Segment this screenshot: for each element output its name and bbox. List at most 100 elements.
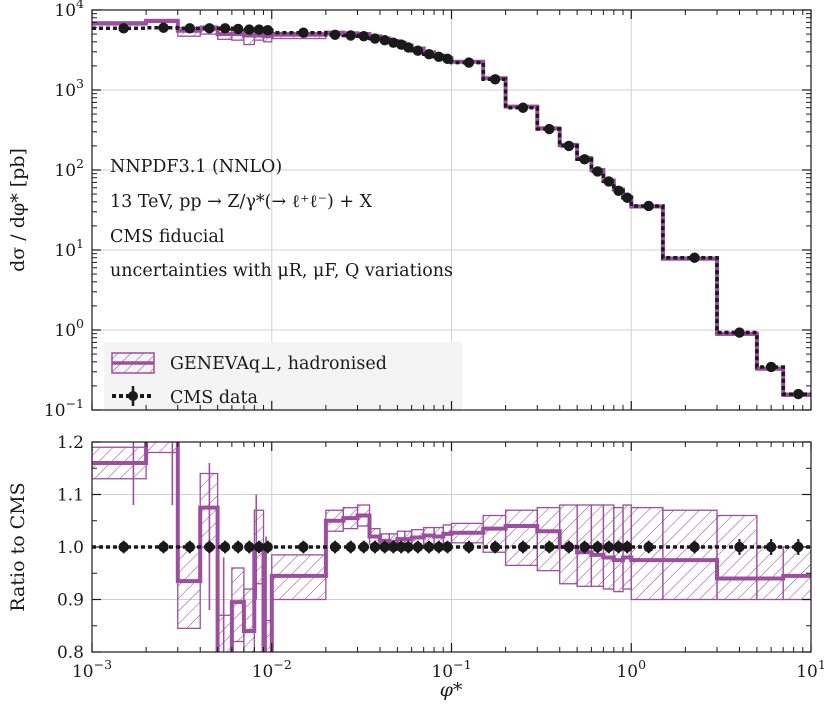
cms-data-point <box>329 29 341 40</box>
cms-data-point <box>244 24 255 35</box>
cms-data-point <box>517 102 529 113</box>
ratio-cms-data-point <box>329 541 341 553</box>
ratio-cms-data-point <box>184 541 195 553</box>
ratio-band-bin <box>630 506 664 601</box>
annotation-process: 13 TeV, pp → Z/γ*(→ ℓ⁺ℓ⁻) + X <box>110 192 373 212</box>
cms-data-point <box>412 45 424 56</box>
ratio-cms-data-point <box>369 541 381 553</box>
ratio-band-bin <box>536 506 561 572</box>
annotation-fiducial: CMS fiducial <box>110 227 225 247</box>
ratio-cms-data-point <box>423 541 435 553</box>
ratio-cms-data-point <box>603 541 614 553</box>
cms-data-point <box>463 57 475 68</box>
ratio-y-tick-label: 1.2 <box>57 433 84 453</box>
cms-data-series <box>92 22 811 400</box>
cms-data-point <box>433 51 445 63</box>
ratio-geneva-central-step <box>92 442 811 652</box>
ratio-cms-data-point <box>544 541 555 553</box>
ratio-cms-data-series <box>92 539 811 555</box>
cms-data-point <box>544 123 555 135</box>
ratio-ylabel: Ratio to CMS <box>7 482 29 611</box>
cms-data-point <box>232 23 244 35</box>
cms-data-point <box>369 33 381 44</box>
ratio-panel: 10−3 10−2 10−1 100 101 0.8 0.9 1.0 1.1 1.2 Ratio … <box>7 433 826 701</box>
ratio-cms-data-point <box>298 541 309 553</box>
ratio-cms-data-point <box>345 541 356 553</box>
ratio-cms-data-point <box>734 541 745 553</box>
cms-data-point <box>689 252 700 263</box>
y-tick-label: 10−1 <box>44 396 84 421</box>
ratio-cms-data-point <box>579 541 590 553</box>
ratio-cms-data-point <box>793 541 804 553</box>
main-gridlines <box>92 10 811 410</box>
cms-data-point <box>613 185 624 196</box>
main-ylabel: dσ / dφ* [pb] <box>7 148 29 272</box>
cms-data-point <box>345 30 356 41</box>
ratio-cms-data-point <box>262 541 273 553</box>
legend-cms-marker <box>128 391 138 401</box>
cms-data-point <box>219 23 231 34</box>
y-tick-label: 100 <box>54 316 84 341</box>
cms-data-point <box>734 327 745 338</box>
ratio-cms-data-point <box>643 541 654 553</box>
cms-data-point <box>388 37 399 48</box>
legend-cms-label: CMS data <box>170 388 258 408</box>
ratio-cms-data-point <box>613 541 624 553</box>
cms-data-point <box>204 23 215 34</box>
cms-data-point <box>442 53 453 65</box>
ratio-cms-data-point <box>204 541 215 553</box>
cms-data-point <box>592 166 603 177</box>
cms-data-point <box>158 22 169 33</box>
ratio-cms-data-point <box>253 541 265 553</box>
cms-data-point <box>184 23 195 34</box>
cms-data-point <box>622 192 633 203</box>
cms-data-point <box>603 176 614 187</box>
ratio-cms-data-point <box>592 541 603 553</box>
ratio-cms-data-point <box>517 541 529 553</box>
ratio-cms-data-point <box>442 541 453 553</box>
cms-data-point <box>423 49 435 60</box>
ratio-band-bin <box>756 546 784 601</box>
cms-data-point <box>643 200 654 212</box>
ratio-cms-data-point <box>219 541 231 553</box>
ratio-band-bin <box>262 619 273 652</box>
cms-data-point <box>118 23 129 34</box>
ratio-cms-data-point <box>358 541 369 553</box>
y-tick-label: 104 <box>54 0 84 21</box>
ratio-y-tick-label: 1.0 <box>57 538 84 558</box>
x-tick-label: 10−3 <box>72 657 112 682</box>
main-ticks: 10−1 100 101 102 103 104 <box>44 0 812 421</box>
cms-data-point <box>403 42 414 53</box>
ratio-cms-data-point <box>158 541 169 553</box>
cms-data-point <box>579 154 590 165</box>
ratio-cms-data-point <box>689 541 700 553</box>
cms-data-point <box>253 24 265 35</box>
cms-data-point <box>262 24 273 36</box>
y-tick-label: 102 <box>54 156 84 181</box>
main-annotations: NNPDF3.1 (NNLO) 13 TeV, pp → Z/γ*(→ ℓ⁺ℓ⁻… <box>110 157 453 281</box>
annotation-uncertainties: uncertainties with μR, μF, Q variations <box>110 261 453 281</box>
y-tick-label: 103 <box>54 76 84 101</box>
ratio-band-bin <box>216 614 233 652</box>
ratio-band-bin <box>662 509 718 601</box>
ratio-cms-data-point <box>489 541 501 553</box>
ratio-cms-data-point <box>232 541 244 553</box>
cms-data-point <box>793 388 804 400</box>
legend-background <box>104 342 462 412</box>
ratio-cms-data-point <box>379 541 390 553</box>
ratio-y-tick-label: 0.9 <box>57 591 84 611</box>
ratio-cms-data-point <box>412 541 424 553</box>
cms-data-point <box>298 27 309 38</box>
ratio-cms-data-point <box>403 541 414 553</box>
ratio-geneva-central-line <box>92 442 811 652</box>
ratio-y-tick-label: 0.8 <box>57 643 84 663</box>
cms-data-point <box>358 31 369 42</box>
ratio-band-bin <box>504 509 538 567</box>
xlabel: φ* <box>440 679 463 701</box>
ratio-cms-data-point <box>433 541 445 553</box>
legend: GENEVAq⊥, hadronised CMS data <box>104 342 462 412</box>
x-tick-label: 100 <box>616 657 646 682</box>
ratio-cms-data-point <box>463 541 475 553</box>
ratio-cms-data-point <box>765 541 777 553</box>
